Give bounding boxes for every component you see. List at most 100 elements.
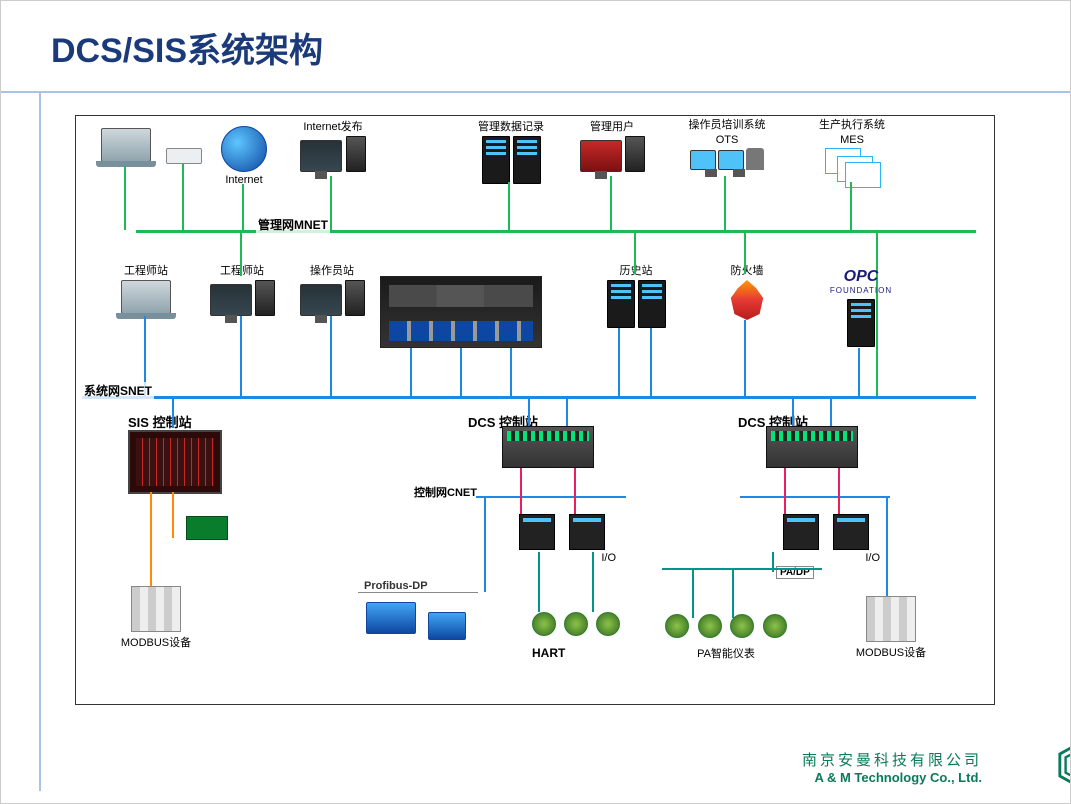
transmitter-icon bbox=[763, 614, 787, 638]
plc-icon bbox=[502, 426, 594, 468]
node-sis-circuit bbox=[186, 516, 228, 540]
transmitter-icon bbox=[596, 612, 620, 636]
firewall-icon bbox=[729, 280, 765, 320]
dcs2-drop-b bbox=[830, 398, 832, 426]
node-eng-laptop: 工程师站 bbox=[106, 262, 186, 314]
globe-icon bbox=[221, 126, 267, 172]
node-dcs2-plc bbox=[766, 426, 858, 468]
drop-panel-a bbox=[410, 348, 412, 396]
monitor-icon bbox=[580, 140, 622, 172]
drop-laptop bbox=[124, 166, 126, 230]
node-dcs1-plc bbox=[502, 426, 594, 468]
sis-drop bbox=[172, 398, 174, 428]
node-publish: Internet发布 bbox=[288, 118, 378, 172]
footer: 南京安曼科技有限公司 A & M Technology Co., Ltd. bbox=[802, 749, 1044, 785]
dcs1-teal-a bbox=[538, 552, 540, 612]
node-operator: 操作员站 bbox=[292, 262, 372, 316]
dcs2-pink-b bbox=[838, 468, 840, 516]
sis-modbus-label: MODBUS设备 bbox=[106, 634, 206, 650]
hex-logo-icon bbox=[1056, 741, 1071, 789]
windows-icon bbox=[825, 148, 879, 188]
slide-title: DCS/SIS系统架构 bbox=[51, 23, 323, 72]
dcs2-modbus-drop bbox=[886, 498, 888, 598]
device-icon bbox=[366, 602, 416, 634]
node-control-panel bbox=[380, 276, 542, 348]
dcs1-teal-b bbox=[592, 552, 594, 612]
sis-orange bbox=[172, 492, 174, 538]
module-icon bbox=[866, 596, 916, 642]
dcs2-drop-a bbox=[792, 398, 794, 426]
drop-mgmtrec bbox=[508, 182, 510, 230]
io-icon bbox=[783, 514, 819, 550]
drop-firewall-up bbox=[744, 232, 746, 274]
hart-label: HART bbox=[530, 646, 567, 660]
monitor-icon bbox=[300, 284, 342, 316]
tower-icon bbox=[625, 136, 645, 172]
slide: DCS/SIS系统架构 管理网MNET Internet Internet发布 bbox=[0, 0, 1071, 804]
eng-tower-label: 工程师站 bbox=[202, 262, 282, 278]
mnet-label: 管理网MNET bbox=[256, 216, 330, 233]
tower-icon bbox=[346, 136, 366, 172]
drop-internet bbox=[242, 184, 244, 230]
ots-label-bot: OTS bbox=[672, 134, 782, 146]
drop-mes bbox=[850, 182, 852, 230]
drop-panel-b bbox=[460, 348, 462, 396]
rule-vertical bbox=[39, 91, 41, 791]
node-internet: Internet bbox=[214, 126, 274, 186]
sis-controller-icon bbox=[128, 430, 222, 494]
dcs2-pink-a bbox=[784, 468, 786, 516]
laptop-icon bbox=[121, 280, 171, 314]
node-mes: 生产执行系统 MES bbox=[802, 116, 902, 188]
mes-label-bot: MES bbox=[802, 134, 902, 146]
transmitter-icon bbox=[532, 612, 556, 636]
opc-sub: FOUNDATION bbox=[806, 286, 916, 295]
drop-operator bbox=[330, 316, 332, 396]
monitor-icon bbox=[210, 284, 252, 316]
drop-ots bbox=[724, 176, 726, 230]
laptop-icon bbox=[101, 128, 151, 162]
transmitter-icon bbox=[564, 612, 588, 636]
transmitter-icon bbox=[665, 614, 689, 638]
node-dcs1-io: I/O bbox=[502, 514, 622, 564]
snet-label: 系统网SNET bbox=[82, 382, 154, 399]
drop-firewall bbox=[744, 320, 746, 396]
drop-history-up bbox=[634, 232, 636, 274]
cnet-line-2 bbox=[740, 496, 890, 498]
drop-publish bbox=[330, 176, 332, 230]
server-icon bbox=[847, 299, 875, 347]
server-icon bbox=[607, 280, 635, 328]
drop-opc bbox=[858, 348, 860, 396]
cnet-line-1 bbox=[476, 496, 626, 498]
tower-icon bbox=[255, 280, 275, 316]
mes-label-top: 生产执行系统 bbox=[802, 116, 902, 132]
module-icon bbox=[131, 586, 181, 632]
sis-title: SIS 控制站 bbox=[126, 412, 194, 431]
dcs1-to-profibus bbox=[484, 498, 486, 592]
person-icon bbox=[746, 148, 764, 170]
operator-label: 操作员站 bbox=[292, 262, 372, 278]
drop-eng-tower bbox=[240, 316, 242, 396]
node-sis-box bbox=[128, 430, 222, 494]
monitor-icon bbox=[690, 150, 716, 170]
drop-history2 bbox=[650, 328, 652, 396]
node-dcs1-trans bbox=[516, 612, 636, 641]
profibus-line bbox=[358, 592, 478, 593]
node-sis-modules: MODBUS设备 bbox=[106, 586, 206, 650]
tower-icon bbox=[345, 280, 365, 316]
circuit-icon bbox=[186, 516, 228, 540]
eng-laptop-label: 工程师站 bbox=[106, 262, 186, 278]
device-icon bbox=[428, 612, 466, 640]
footer-cn: 南京安曼科技有限公司 bbox=[802, 749, 982, 770]
monitor-icon bbox=[300, 140, 342, 172]
node-firewall: 防火墙 bbox=[712, 262, 782, 320]
drop-history bbox=[618, 328, 620, 396]
history-label: 历史站 bbox=[596, 262, 676, 278]
node-mgmt-rec: 管理数据记录 bbox=[466, 118, 556, 184]
node-history: 历史站 bbox=[596, 262, 676, 328]
drop-router bbox=[182, 164, 184, 230]
dcs2-io-label: I/O bbox=[766, 552, 886, 564]
server-icon bbox=[638, 280, 666, 328]
dcs1-drop-a bbox=[528, 398, 530, 426]
dcs1-drop-b bbox=[566, 398, 568, 426]
dcs2-teal-a bbox=[692, 568, 694, 618]
